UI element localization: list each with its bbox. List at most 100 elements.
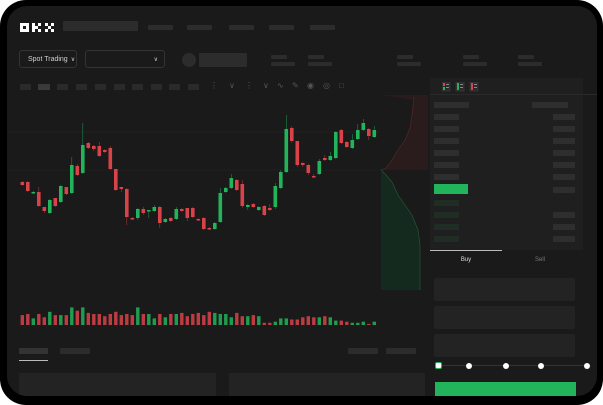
volume-bar <box>323 316 327 325</box>
volume-bar <box>191 314 195 325</box>
nav-item[interactable] <box>269 25 294 30</box>
timeframe-button[interactable] <box>114 84 125 90</box>
tab-buy[interactable]: Buy <box>460 257 472 263</box>
ask-row[interactable] <box>434 126 459 132</box>
ask-row[interactable] <box>434 114 459 120</box>
chevron-down-icon[interactable]: ∨ <box>229 81 235 90</box>
filter-button[interactable] <box>348 348 378 354</box>
timeframe-button[interactable] <box>188 84 199 90</box>
market-dropdown-label: Spot Trading <box>28 55 68 63</box>
indicator-icon[interactable]: ⋮ <box>245 81 253 90</box>
filter-button[interactable] <box>386 348 416 354</box>
tab-open-orders[interactable] <box>19 348 48 354</box>
slider-stop[interactable] <box>466 363 472 369</box>
candle-type-icon[interactable]: ⋮ <box>210 81 218 90</box>
price-input[interactable] <box>434 278 575 301</box>
app-screen: Spot Trading ∨ ∨ ⋮ ∨ ⋮ ∨ ∿ ✎ ◉ ◎ □ <box>7 6 597 396</box>
volume-bar <box>185 316 189 325</box>
nav-item[interactable] <box>229 25 254 30</box>
total-input[interactable] <box>434 334 575 357</box>
candle <box>350 140 355 148</box>
timeframe-button[interactable] <box>132 84 143 90</box>
volume-bar <box>312 317 316 325</box>
ask-row[interactable] <box>434 138 459 144</box>
timeframe-button[interactable] <box>76 84 87 90</box>
buy-button[interactable] <box>435 382 576 396</box>
candle <box>196 219 201 221</box>
bid-row[interactable] <box>434 200 459 206</box>
candle <box>119 187 124 189</box>
market-dropdown[interactable]: Spot Trading ∨ <box>19 50 77 68</box>
search-bar[interactable] <box>63 21 138 31</box>
slider-stop[interactable] <box>584 363 590 369</box>
bids-view-icon[interactable] <box>455 82 465 92</box>
candle <box>218 193 223 222</box>
candle <box>31 192 36 194</box>
candle <box>97 146 102 156</box>
tab-order-history[interactable] <box>60 348 90 354</box>
volume-bar <box>114 311 118 325</box>
timeframe-button[interactable] <box>169 84 180 90</box>
camera-icon[interactable]: ◉ <box>307 81 314 90</box>
asks-view-icon[interactable] <box>469 82 479 92</box>
candle <box>37 192 41 206</box>
volume-bar <box>81 307 85 325</box>
volume-bar <box>229 317 233 325</box>
volume-bar <box>108 314 112 325</box>
volume-bar <box>86 312 90 325</box>
nav-item[interactable] <box>310 25 335 30</box>
timeframe-button[interactable] <box>20 84 31 90</box>
candle <box>59 186 63 202</box>
slider-handle[interactable] <box>435 362 442 369</box>
chevron-down-icon[interactable]: ∨ <box>263 81 269 90</box>
bid-row[interactable] <box>434 224 459 230</box>
candle <box>136 209 140 218</box>
settings-icon[interactable]: ◎ <box>323 81 330 90</box>
ask-row[interactable] <box>434 162 459 168</box>
volume-bar <box>103 316 107 325</box>
candle <box>103 150 107 152</box>
volume-bar <box>92 314 96 325</box>
candle <box>130 218 135 220</box>
candle <box>306 165 311 173</box>
bid-row[interactable] <box>434 236 459 242</box>
slider-stop[interactable] <box>538 363 544 369</box>
candle <box>356 130 360 139</box>
candle <box>284 129 289 172</box>
candle <box>158 207 162 223</box>
candle <box>191 208 195 217</box>
volume-bar <box>147 314 151 325</box>
candle <box>257 207 261 210</box>
candlestick-chart[interactable] <box>7 6 430 345</box>
candle <box>42 207 47 211</box>
ask-row[interactable] <box>434 174 459 180</box>
fullscreen-icon[interactable]: □ <box>339 81 344 90</box>
volume-bar <box>75 310 79 325</box>
volume-bar <box>290 319 294 325</box>
line-icon[interactable]: ∿ <box>277 81 284 90</box>
volume-bar <box>141 314 145 325</box>
timeframe-button[interactable] <box>57 84 68 90</box>
volume-bar <box>196 312 200 325</box>
depth-chart <box>380 95 428 290</box>
slider-stop[interactable] <box>503 363 509 369</box>
volume-bar <box>334 320 338 325</box>
volume-bar <box>279 318 283 325</box>
bid-row[interactable] <box>434 212 459 218</box>
timeframe-button[interactable] <box>95 84 106 90</box>
nav-item[interactable] <box>187 25 212 30</box>
both-sides-view-icon[interactable] <box>442 82 451 92</box>
tab-sell[interactable]: Sell <box>534 257 545 263</box>
volume-bar <box>180 312 184 325</box>
volume-bar <box>48 311 52 325</box>
candle <box>262 206 267 215</box>
timeframe-button[interactable] <box>151 84 162 90</box>
pair-dropdown[interactable]: ∨ <box>85 50 165 68</box>
volume-bar <box>317 317 321 325</box>
timeframe-button[interactable] <box>38 84 50 90</box>
nav-item[interactable] <box>148 25 173 30</box>
orders-panel <box>19 373 216 396</box>
draw-icon[interactable]: ✎ <box>292 81 299 90</box>
ask-row[interactable] <box>434 150 459 156</box>
amount-input[interactable] <box>434 306 575 329</box>
